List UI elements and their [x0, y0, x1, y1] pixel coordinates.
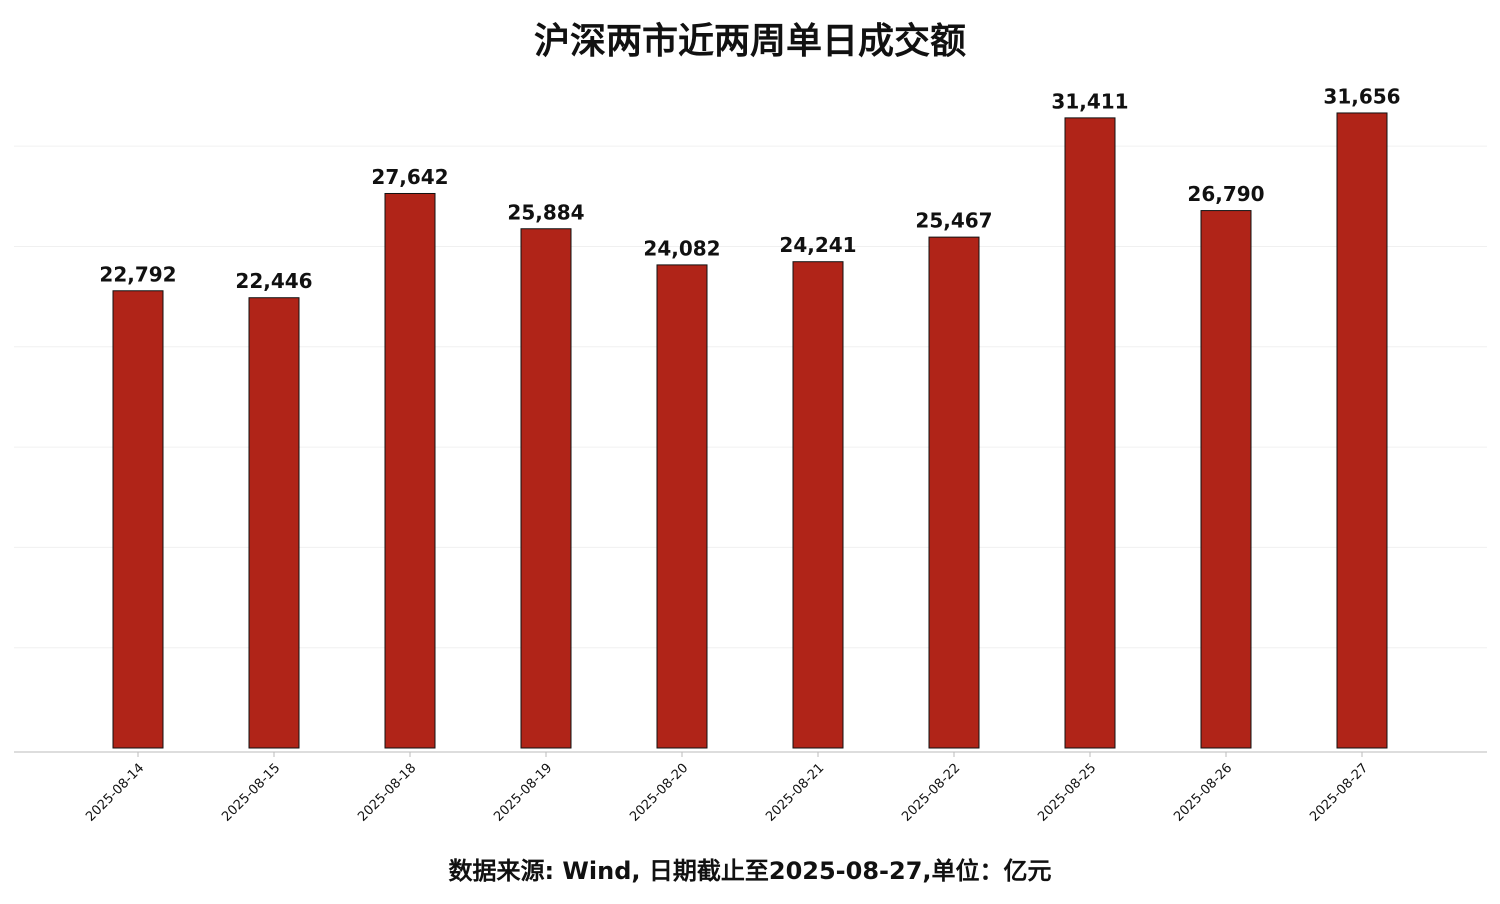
- bar: [248, 297, 300, 749]
- value-label: 24,241: [779, 233, 856, 257]
- value-label: 25,884: [507, 200, 584, 224]
- value-label: 27,642: [371, 165, 448, 189]
- x-tick-label: 2025-08-21: [763, 761, 827, 825]
- bar: [656, 264, 708, 749]
- x-tick-label: 2025-08-27: [1307, 761, 1371, 825]
- bar: [1064, 117, 1116, 749]
- bar: [112, 290, 164, 749]
- bar: [1200, 210, 1252, 749]
- value-label: 22,446: [235, 269, 312, 293]
- bar: [520, 228, 572, 749]
- value-label: 26,790: [1187, 182, 1264, 206]
- value-label: 25,467: [915, 209, 992, 233]
- x-tick-label: 2025-08-14: [83, 761, 147, 825]
- bar: [384, 192, 436, 749]
- source-note: 数据来源: Wind, 日期截止至2025-08-27,单位：亿元: [448, 857, 1051, 885]
- bar: [928, 236, 980, 749]
- x-tick-label: 2025-08-22: [899, 761, 963, 825]
- value-label: 24,082: [643, 236, 720, 260]
- value-label: 22,792: [99, 262, 176, 286]
- value-label: 31,411: [1051, 89, 1128, 113]
- x-tick-label: 2025-08-26: [1171, 761, 1235, 825]
- x-tick-label: 2025-08-20: [627, 761, 691, 825]
- x-tick-label: 2025-08-15: [219, 761, 283, 825]
- bar: [1336, 112, 1388, 749]
- value-label: 31,656: [1323, 84, 1400, 108]
- bar: [792, 261, 844, 749]
- chart-title: 沪深两市近两周单日成交额: [534, 20, 966, 62]
- x-tick-label: 2025-08-19: [491, 761, 555, 825]
- x-tick-label: 2025-08-25: [1035, 761, 1099, 825]
- x-tick-label: 2025-08-18: [355, 761, 419, 825]
